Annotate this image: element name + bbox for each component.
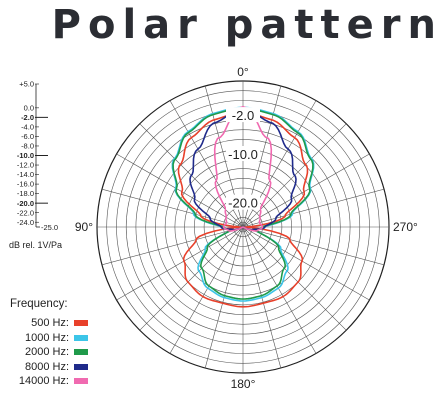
legend-swatch [74, 349, 88, 356]
scale-label: -25.0 [41, 223, 58, 232]
angle-label-180: 180° [231, 377, 256, 391]
angle-label-90: 90° [75, 220, 93, 234]
scale-label: -10.0 [17, 151, 34, 160]
scale-label: -12.0 [17, 161, 34, 170]
legend-item-14000hz: 14000 Hz: [10, 374, 88, 389]
grid-spoke [101, 226, 244, 266]
grid-spoke [101, 188, 244, 228]
ring-label-bg [226, 107, 260, 123]
scale-label: -20.0 [17, 199, 34, 208]
ring-label-bg [226, 194, 260, 210]
series-curve-0 [177, 111, 309, 308]
legend-swatch [74, 320, 88, 327]
legend-swatch [74, 334, 88, 341]
legend-item-2000hz: 2000 Hz: [10, 345, 88, 360]
scale-label: +5.0 [19, 80, 34, 89]
legend-swatch [74, 378, 88, 385]
scale-label: -6.0 [21, 132, 34, 141]
series-curve-4 [213, 106, 273, 232]
ring-label: -10.0 [228, 147, 258, 162]
legend-swatch [74, 363, 88, 370]
legend-label: 2000 Hz: [24, 346, 69, 359]
scale-label: -8.0 [21, 142, 34, 151]
scale-label: -22.0 [17, 208, 34, 217]
scale-label: 0.0 [24, 103, 34, 112]
scale-label: -24.0 [17, 218, 34, 227]
legend-title: Frequency: [10, 298, 68, 310]
legend-item-500hz: 500 Hz: [10, 316, 88, 331]
legend-label: 500 Hz: [31, 317, 69, 330]
angle-label-0: 0° [237, 65, 249, 79]
page-title: Polar pattern [51, 2, 443, 48]
scale-label: -4.0 [21, 123, 34, 132]
ring-label: -2.0 [232, 108, 254, 123]
legend-label: 1000 Hz: [24, 331, 69, 344]
grid-spoke [242, 226, 385, 266]
polar-labels: -2.0 -10.0 -20.0 0° 180° 90° 270° [75, 65, 418, 391]
grid-spoke [169, 226, 244, 354]
angle-label-270: 270° [393, 220, 418, 234]
grid-spoke [116, 226, 244, 301]
scale-label: -18.0 [17, 189, 34, 198]
series-curve-1 [171, 106, 315, 302]
grid-spoke [242, 226, 347, 331]
series-curve-2 [172, 107, 314, 300]
scale-label: -14.0 [17, 170, 34, 179]
grid-spoke [242, 153, 370, 228]
grid-spoke [242, 188, 385, 228]
legend-label: 8000 Hz: [24, 360, 69, 373]
legend-item-8000hz: 8000 Hz: [10, 360, 88, 375]
db-scale: +5.00.0-2.0-4.0-6.0-8.0-10.0-12.0-14.0-1… [17, 80, 58, 232]
legend-label: 14000 Hz: [18, 375, 69, 388]
grid-spoke [139, 226, 244, 331]
ring-label: -20.0 [228, 196, 258, 211]
scale-label: -2.0 [21, 113, 34, 122]
grid-spoke [242, 226, 370, 301]
scale-label: -16.0 [17, 180, 34, 189]
ring-label-bg [226, 146, 260, 161]
unit-label: dB rel. 1V/Pa [9, 240, 63, 250]
grid-spoke [116, 153, 244, 228]
legend: Frequency: 500 Hz: 1000 Hz: 2000 Hz: 800… [10, 298, 88, 389]
legend-item-1000hz: 1000 Hz: [10, 331, 88, 346]
grid-spoke [242, 226, 317, 354]
polar-curves [171, 106, 315, 308]
